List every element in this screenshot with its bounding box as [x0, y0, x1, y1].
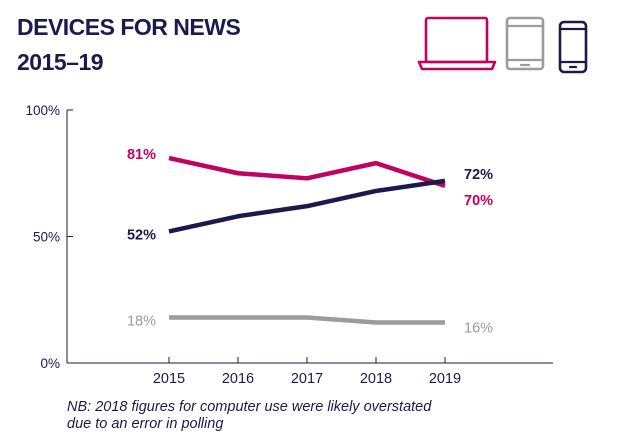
chart-subtitle: 2015–19 [17, 49, 104, 75]
x-tick-label: 2017 [291, 371, 323, 387]
footnote: NB: 2018 figures for computer use were l… [67, 399, 587, 433]
series-start-label: 81% [127, 147, 156, 163]
footnote-line-1: NB: 2018 figures for computer use were l… [67, 399, 432, 415]
smartphone-icon [558, 20, 588, 74]
y-tick-label: 0% [40, 356, 60, 371]
tablet-icon [505, 16, 545, 71]
x-tick-label: 2019 [429, 371, 461, 387]
series-end-label: 72% [464, 167, 493, 183]
chart-title: DEVICES FOR NEWS [17, 14, 241, 40]
series-end-label: 70% [464, 193, 493, 209]
y-tick-label: 100% [25, 103, 60, 118]
x-tick-label: 2016 [222, 371, 254, 387]
laptop-icon [417, 16, 497, 71]
y-tick-label: 50% [33, 230, 60, 245]
series-start-label: 52% [127, 227, 156, 243]
footnote-line-2: due to an error in polling [67, 416, 224, 432]
series-line-laptop [168, 155, 446, 189]
x-tick-label: 2015 [153, 371, 185, 387]
legend-icons [417, 16, 592, 76]
series-line-tablet [169, 315, 445, 325]
x-tick-label: 2018 [360, 371, 392, 387]
series-end-label: 16% [464, 321, 493, 337]
series-start-label: 18% [127, 313, 156, 329]
series-line-smartphone [168, 178, 446, 234]
